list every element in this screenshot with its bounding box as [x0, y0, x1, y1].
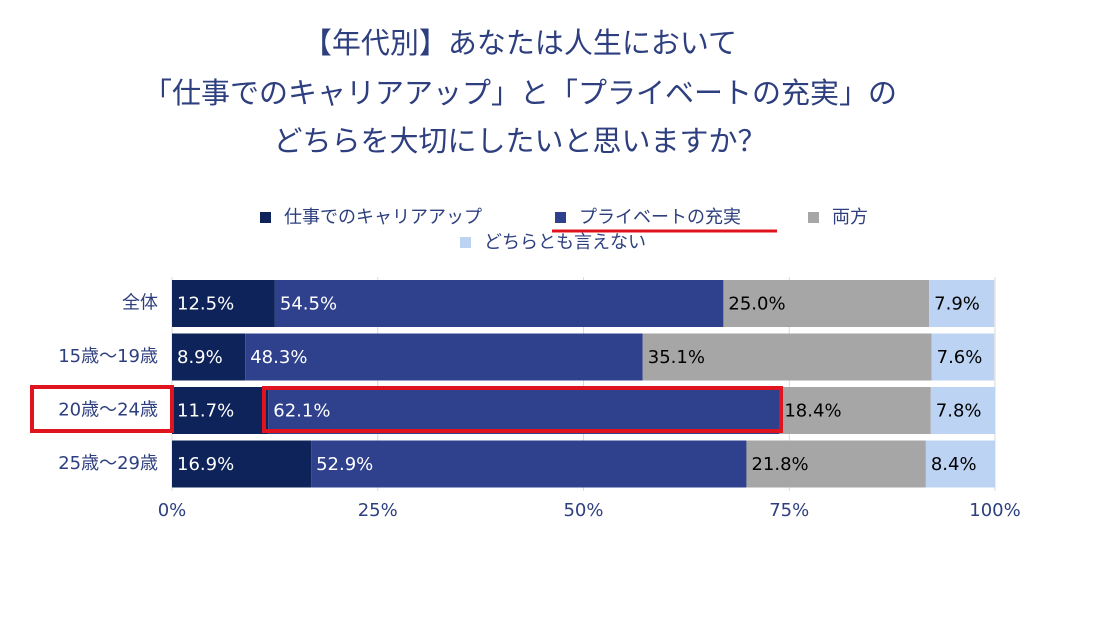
bar-segment [172, 387, 269, 434]
y-tick-label: 25歳～29歳 [58, 453, 158, 474]
data-label: 35.1% [648, 347, 705, 368]
bar-segment [172, 440, 312, 488]
legend-swatch [260, 212, 271, 223]
data-label: 54.5% [280, 294, 337, 315]
data-label: 25.0% [728, 294, 785, 315]
data-label: 12.5% [177, 294, 234, 315]
x-tick-label: 75% [769, 500, 809, 521]
bar-segment [925, 440, 995, 488]
data-label: 7.9% [934, 294, 980, 315]
bar-segment [311, 440, 747, 488]
legend-label: プライベートの充実 [579, 207, 741, 228]
legend-label: どちらとも言えない [484, 232, 646, 253]
y-tick-label: 20歳～24歳 [58, 400, 158, 421]
y-tick-label: 全体 [122, 293, 158, 314]
data-label: 7.6% [937, 347, 983, 368]
bar-segment [723, 280, 930, 327]
chart-title: 【年代別】あなたは人生において [303, 26, 737, 60]
highlight-box [30, 385, 174, 433]
legend-label: 両方 [832, 207, 868, 228]
data-label: 62.1% [273, 401, 330, 422]
data-label: 8.4% [931, 454, 977, 475]
x-tick-label: 50% [563, 500, 603, 521]
legend-swatch [808, 212, 819, 223]
data-label: 52.9% [316, 454, 373, 475]
x-tick-label: 0% [158, 500, 187, 521]
data-label: 18.4% [784, 401, 841, 422]
bar-segment [172, 333, 246, 381]
x-tick-label: 100% [969, 500, 1020, 521]
data-label: 11.7% [177, 401, 234, 422]
chart-title: どちらを大切にしたいと思いますか？ [273, 124, 766, 158]
bar-segment [245, 333, 643, 381]
bar-segment [930, 387, 995, 434]
data-label: 21.8% [751, 454, 808, 475]
legend-label: 仕事でのキャリアアップ [284, 207, 482, 228]
chart-title: 「仕事でのキャリアアップ」と「プライベートの充実」の [143, 76, 897, 110]
bar-segment [779, 387, 931, 434]
bar-segment [274, 280, 724, 327]
bar-segment [929, 280, 995, 327]
y-tick-label: 15歳～19歳 [58, 346, 158, 367]
bar-segment [268, 387, 780, 434]
data-label: 7.8% [936, 401, 982, 422]
highlight-box [262, 386, 783, 433]
data-label: 8.9% [177, 347, 223, 368]
data-label: 48.3% [250, 347, 307, 368]
legend-swatch [555, 212, 566, 223]
x-tick-label: 25% [358, 500, 398, 521]
bar-segment [931, 333, 995, 381]
bar-segment [172, 280, 275, 327]
data-label: 16.9% [177, 454, 234, 475]
bar-segment [746, 440, 926, 488]
bar-segment [642, 333, 932, 381]
plot: 12.5% 54.5% 25.0% 7.9% 8.9% 48.3% 35.1% 7.6% 11.… [172, 280, 995, 488]
legend-swatch [460, 237, 471, 248]
